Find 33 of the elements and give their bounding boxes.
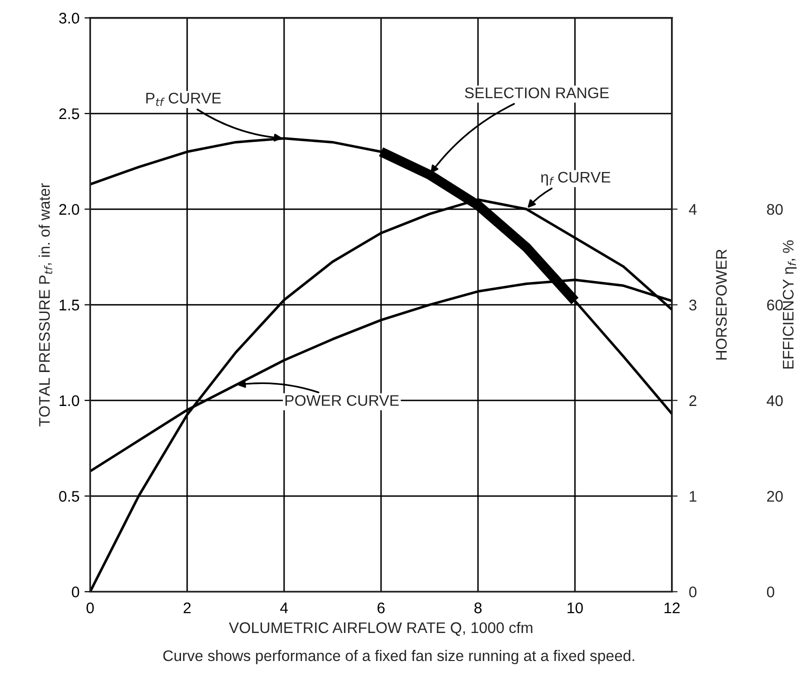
y3-tick-label: 40	[766, 395, 783, 406]
y-tick-label: 3.0	[59, 12, 80, 24]
y-tick-label: 1.0	[60, 395, 80, 406]
y3-tick-label: 20	[767, 490, 783, 502]
x-tick-label: 6	[378, 602, 385, 614]
x-tick-label: 12	[664, 602, 680, 614]
y3-tick-label: 60	[767, 300, 783, 310]
y2-axis-title: HORSEPOWER	[716, 249, 727, 360]
y-tick-label: 0.5	[59, 490, 80, 502]
y2-tick-label: 3	[689, 300, 696, 310]
y2-tick-label: 0	[689, 586, 696, 598]
x-tick-label: 10	[568, 602, 583, 614]
y2-tick-label: 4	[688, 204, 697, 215]
x-tick-label: 0	[86, 602, 94, 614]
y3-axis-title: EFFICIENCY η$_{f}$, %	[782, 240, 797, 369]
y2-tick-label: 1	[690, 491, 696, 502]
y3-tick-label: 0	[766, 586, 774, 598]
x-tick-label: 8	[474, 602, 482, 614]
y-tick-label: 2.5	[59, 108, 80, 120]
y-tick-label: 2.0	[59, 204, 80, 215]
series-label: η$_{f}$ CURVE	[541, 172, 610, 186]
y2-tick-label: 2	[689, 395, 696, 406]
y-axis-title: TOTAL PRESSURE P$_{tf}$, in. of water	[38, 183, 52, 426]
x-tick-label: 2	[184, 602, 191, 614]
text: SELECTION RANGE	[464, 87, 609, 98]
text: P$_{tf}$ CURVE	[146, 92, 221, 106]
text: POWER CURVE	[285, 395, 399, 406]
y-tick-label: 0	[72, 586, 80, 598]
x-tick-label: 4	[280, 602, 288, 614]
text: Curve shows performance of a fixed fan size running at a fixed speed.	[163, 650, 634, 664]
x-axis-title: VOLUMETRIC AIRFLOW RATE Q, 1000 cfm	[228, 622, 532, 636]
y-tick-label: 1.5	[60, 300, 80, 310]
y3-tick-label: 80	[767, 204, 783, 215]
